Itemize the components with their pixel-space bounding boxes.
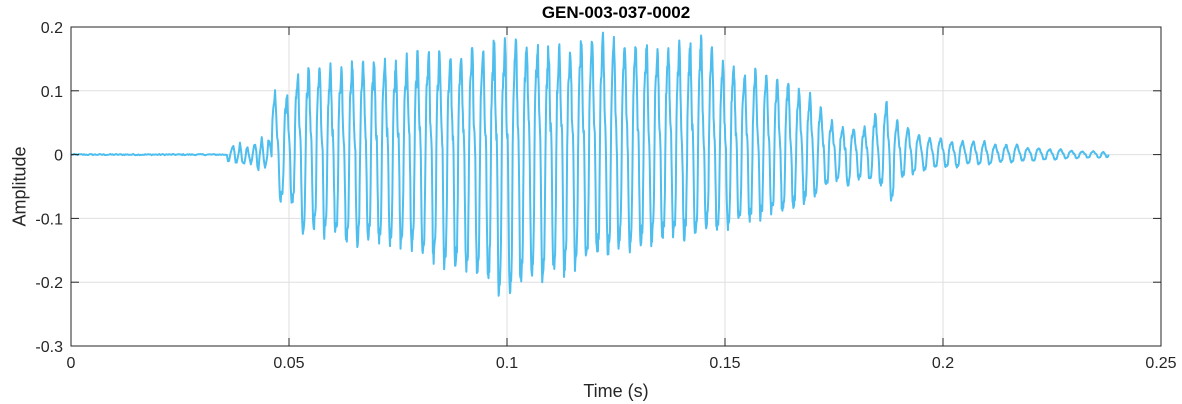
x-tick-label: 0.2 bbox=[932, 355, 954, 372]
x-tick-label: 0.05 bbox=[273, 355, 304, 372]
grid-layer bbox=[71, 27, 1161, 346]
x-tick-label: 0.25 bbox=[1145, 355, 1176, 372]
waveform-series-line bbox=[70, 31, 1110, 297]
y-tick-label: 0.2 bbox=[41, 20, 63, 37]
x-axis-label: Time (s) bbox=[583, 381, 648, 401]
y-tick-label: -0.3 bbox=[35, 339, 63, 356]
chart-title: GEN-003-037-0002 bbox=[542, 3, 690, 22]
y-tick-label: 0 bbox=[54, 148, 63, 165]
x-tick-label: 0.15 bbox=[709, 355, 740, 372]
plot-frame bbox=[70, 26, 1162, 347]
series-layer bbox=[70, 31, 1110, 297]
axes-layer: 0 0.05 0.1 0.15 0.2 0.25 -0.3 -0.2 -0.1 0 0.1 0.2 bbox=[35, 20, 1176, 372]
y-tick-label: 0.1 bbox=[41, 84, 63, 101]
y-tick-label: -0.1 bbox=[35, 211, 63, 228]
y-tick-label: -0.2 bbox=[35, 275, 63, 292]
x-tick-label: 0.1 bbox=[496, 355, 518, 372]
x-tick-label: 0 bbox=[67, 355, 76, 372]
y-axis-label: Amplitude bbox=[9, 146, 29, 226]
